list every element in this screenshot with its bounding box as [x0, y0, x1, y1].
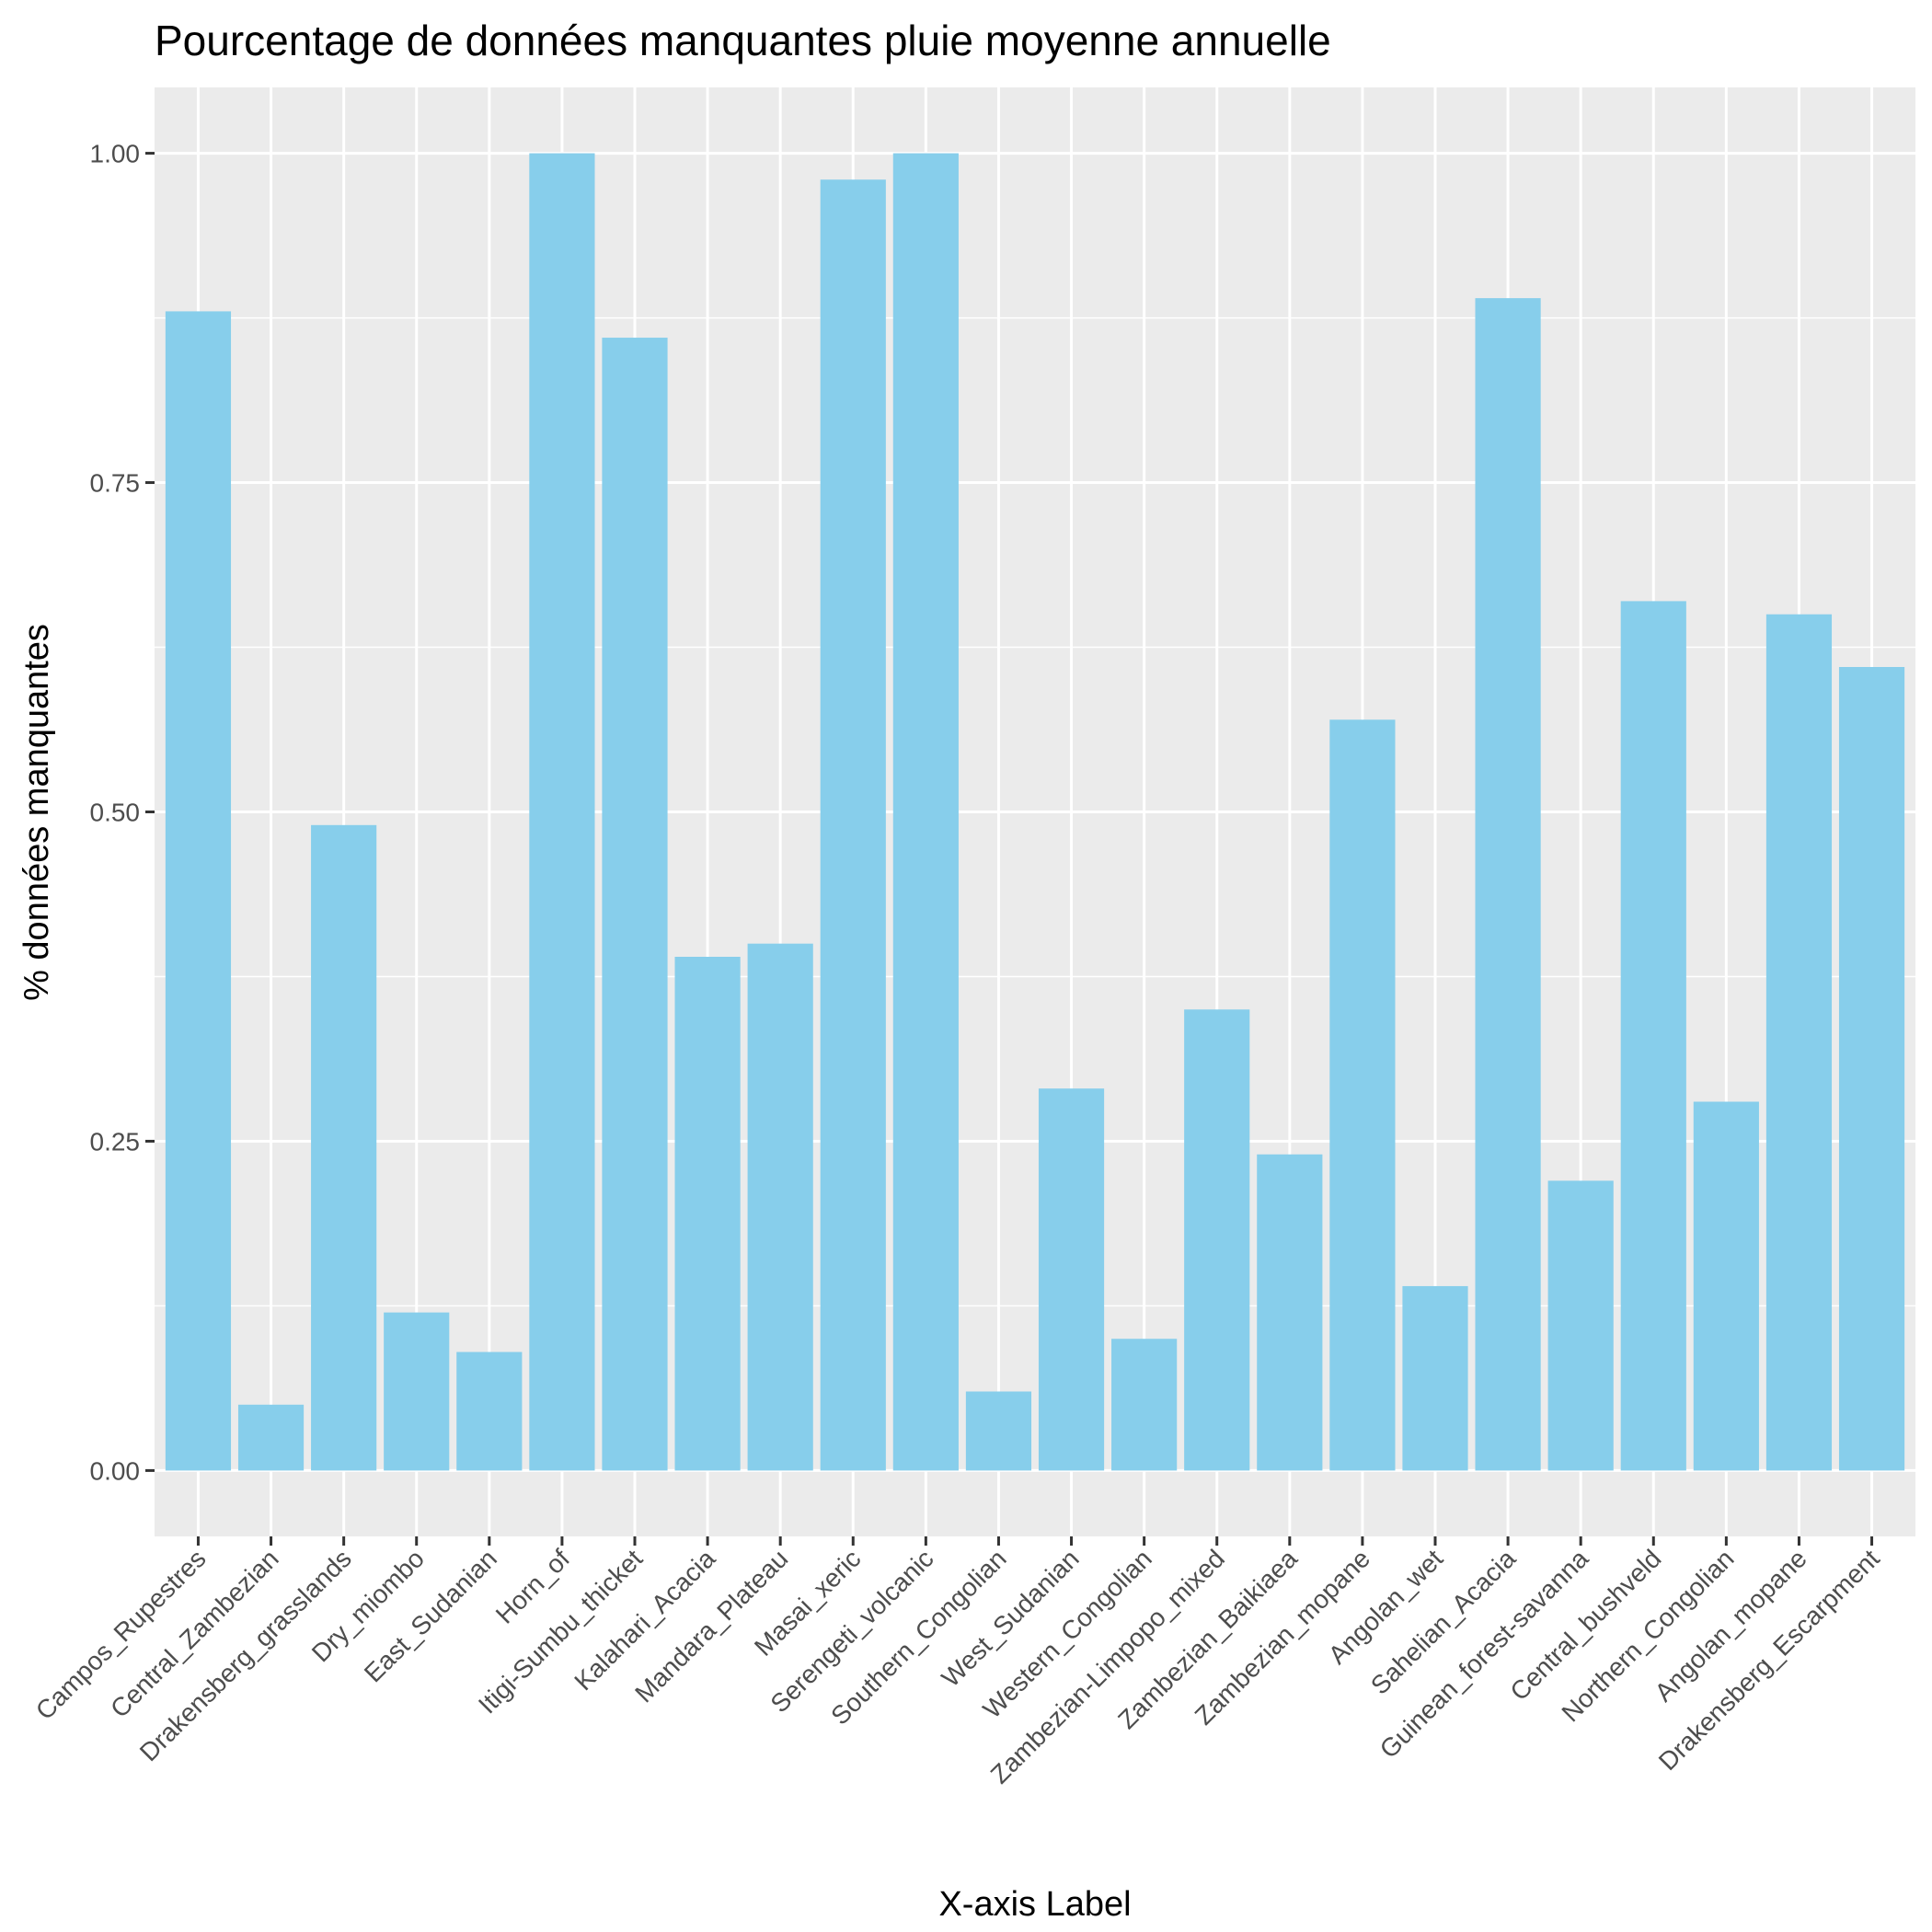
bar-Zambezian_mopane [1329, 719, 1396, 1471]
bars [165, 153, 1905, 1471]
bar-Central_Zambezian [237, 1404, 305, 1471]
bar-Horn_of [529, 153, 595, 1471]
bar-Drakensberg_grasslands [311, 824, 377, 1471]
bar-Mandara_Plateau [747, 943, 813, 1471]
y-tick-label: 0.00 [90, 1456, 141, 1485]
x-tick-label: East_Sudanian [359, 1544, 502, 1687]
chart-title: Pourcentage de données manquantes pluie … [155, 17, 1331, 64]
bar-Campos_Rupestres [165, 311, 232, 1471]
bar-East_Sudanian [456, 1351, 523, 1471]
bar-Sahelian_Acacia [1475, 298, 1541, 1471]
bar-West_Sudanian [1038, 1088, 1105, 1471]
y-tick-label: 1.00 [90, 140, 141, 168]
bar-Angolan_mopane [1765, 614, 1833, 1471]
y-tick-label: 0.75 [90, 469, 141, 498]
bar-Drakensberg_Escarpment [1838, 667, 1905, 1471]
bar-Southern_Congolian [965, 1391, 1032, 1471]
bar-Zambezian_Baikiaea [1257, 1154, 1323, 1471]
y-tick-label: 0.25 [90, 1127, 141, 1156]
bar-Dry_miombo [384, 1312, 450, 1471]
bar-Northern_Congolian [1693, 1101, 1759, 1471]
bar-Kalahari_Acacia [674, 957, 741, 1471]
y-axis-title: % données manquantes [17, 624, 56, 1001]
y-axis: 0.00 0.25 0.50 0.75 1.00 [90, 140, 155, 1485]
bar-Serengeti_volcanic [892, 153, 959, 1471]
y-tick-label: 0.50 [90, 799, 141, 827]
bar-Western_Congolian [1111, 1339, 1178, 1471]
bar-Masai_xeric [820, 179, 886, 1471]
bar-Guinean_forest-savanna [1547, 1180, 1614, 1471]
bar-Itigi-Sumbu_thicket [602, 338, 668, 1471]
bar-Zambezian-Limpopo_mixed [1184, 1009, 1250, 1471]
x-axis-title: X-axis Label [938, 1885, 1131, 1924]
bar-Central_bushveld [1620, 601, 1686, 1471]
bar-Angolan_wet [1402, 1285, 1468, 1471]
x-axis: Campos_RupestresCentral_ZambezianDrakens… [30, 1536, 1885, 1789]
